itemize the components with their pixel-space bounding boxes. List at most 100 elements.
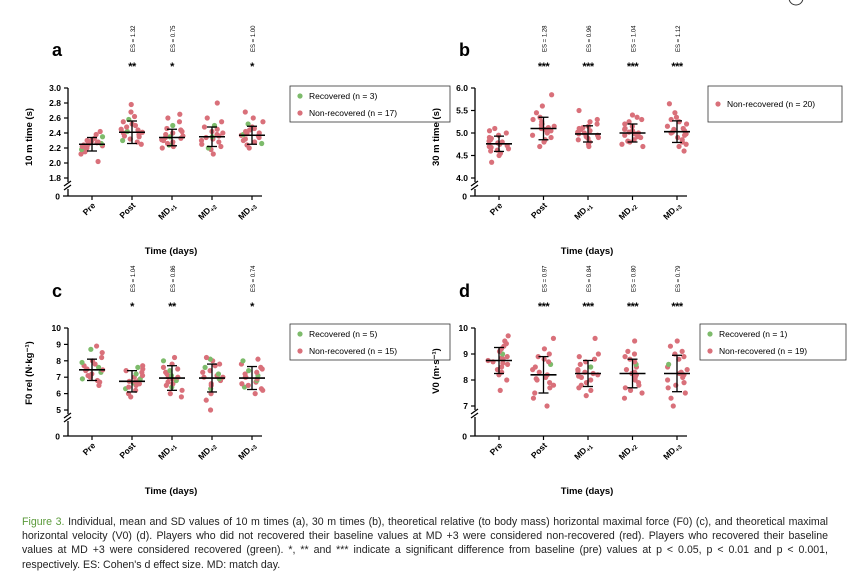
significance-stars: *** [671,301,684,313]
data-point-recovered [666,361,672,367]
data-point-non-recovered [178,394,184,400]
data-point-non-recovered [242,136,248,142]
data-point-non-recovered [532,390,538,396]
x-tick-label: MD+2 [617,200,640,223]
data-point-non-recovered [550,335,557,341]
data-point-non-recovered [625,348,631,354]
effect-size-label: ES = 0.74 [251,265,257,292]
data-point-non-recovered [632,338,638,344]
data-point-non-recovered [216,361,223,367]
data-point-non-recovered [681,354,687,360]
data-point-non-recovered [163,131,169,138]
data-point-non-recovered [203,397,209,403]
data-point-non-recovered [665,385,671,391]
legend-label: Non-recovered (n = 19) [719,346,807,356]
data-point-non-recovered [200,369,206,375]
y-tick-label: 2.6 [49,113,61,123]
data-point-non-recovered [672,110,678,116]
data-point-non-recovered [592,335,598,341]
data-point-recovered [120,137,126,144]
data-point-non-recovered [683,141,689,147]
data-point-non-recovered [138,141,144,147]
data-point-non-recovered [93,131,99,138]
legend-marker [297,331,303,337]
y-axis-label: 10 m time (s) [24,108,35,166]
legend-marker [707,331,713,337]
axis-break-mark [63,416,72,423]
data-point-non-recovered [201,374,207,380]
y-axis-label: V0 (m·s⁻¹) [431,348,442,394]
data-point-non-recovered [545,125,551,131]
data-point-non-recovered [204,115,210,121]
data-point-non-recovered [140,363,146,369]
data-point-non-recovered [664,123,671,129]
data-point-non-recovered [170,130,176,136]
data-point-non-recovered [497,387,503,393]
y-tick-label: 4.0 [456,173,468,183]
y-tick-label: 6.0 [456,83,468,93]
data-point-non-recovered [201,124,208,130]
y-tick-label: 2.0 [49,158,61,168]
y-tick-label: 1.8 [49,173,61,183]
data-point-non-recovered [666,101,672,107]
data-point-non-recovered [626,119,632,125]
data-point-non-recovered [214,126,220,132]
significance-stars: * [250,61,255,73]
data-point-non-recovered [588,377,594,383]
data-point-non-recovered [505,333,511,339]
x-axis-label: Time (days) [145,246,198,257]
data-point-non-recovered [550,382,557,388]
data-point-non-recovered [632,359,638,365]
data-point-recovered [215,371,222,377]
data-point-non-recovered [504,361,511,367]
data-point-non-recovered [218,143,224,150]
data-point-non-recovered [576,373,582,379]
data-point-non-recovered [676,143,682,150]
data-point-non-recovered [547,380,553,386]
data-point-non-recovered [683,121,690,127]
axis-break-mark [63,412,72,419]
data-point-non-recovered [681,380,687,386]
data-point-non-recovered [664,377,671,383]
data-point-non-recovered [679,137,685,143]
data-point-non-recovered [252,391,258,397]
y-tick-label: 7 [463,401,468,411]
significance-stars: ** [128,61,137,73]
data-point-non-recovered [670,403,676,409]
significance-stars: *** [671,61,684,73]
data-point-non-recovered [178,127,184,133]
effect-size-label: ES = 1.04 [131,265,137,292]
caption-label: Figure 3. [22,516,65,528]
data-point-non-recovered [532,364,538,370]
data-point-non-recovered [639,390,645,396]
data-point-recovered [160,358,167,364]
x-axis-label: Time (days) [561,246,614,257]
legend-label: Recovered (n = 5) [309,329,377,339]
y-axis-label: 30 m time (s) [431,108,442,166]
data-point-recovered [133,371,139,377]
data-point-non-recovered [170,139,176,145]
effect-size-label: ES = 1.12 [676,25,682,52]
data-point-non-recovered [578,382,584,388]
data-point-non-recovered [258,386,264,392]
x-tick-label: Pre [488,440,505,457]
x-tick-label: Pre [488,200,505,217]
data-point-non-recovered [242,109,248,115]
data-point-non-recovered [220,374,226,380]
data-point-non-recovered [251,139,258,145]
legend-label: Non-recovered (n = 17) [309,108,397,118]
data-point-non-recovered [541,356,547,362]
data-point-non-recovered [214,100,220,106]
data-point-non-recovered [207,407,214,413]
data-point-non-recovered [179,387,185,393]
x-tick-label: MD+1 [572,200,595,223]
data-point-non-recovered [504,354,510,360]
data-point-non-recovered [243,128,249,135]
data-point-non-recovered [163,369,169,375]
data-point-non-recovered [682,390,688,396]
data-point-non-recovered [131,113,138,120]
data-point-non-recovered [639,116,645,123]
data-point-non-recovered [498,364,505,370]
y-tick-label-zero: 0 [55,192,60,202]
axis-break-mark [470,184,479,191]
